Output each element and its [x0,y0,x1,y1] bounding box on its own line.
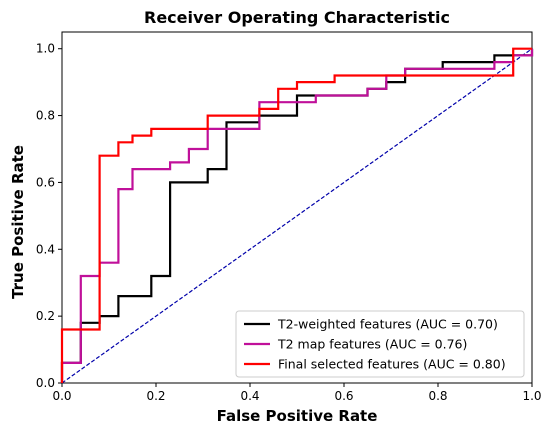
y-axis-label: True Positive Rate [9,145,27,299]
x-axis-label: False Positive Rate [217,407,378,425]
legend-label-3: Final selected features (AUC = 0.80) [278,357,506,372]
x-tick-label: 0.0 [52,389,71,403]
y-tick-label: 0.0 [36,376,55,390]
y-tick-label: 0.2 [36,309,55,323]
series-line-2 [60,48,534,383]
plot-frame [61,31,533,384]
chart-title: Receiver Operating Characteristic [144,8,450,27]
y-tick-label: 0.4 [36,242,55,256]
y-tick-label: 0.6 [36,175,55,189]
y-tick-label: 0.8 [36,109,55,123]
legend-box [235,310,525,378]
y-tick-label: 1.0 [36,42,55,56]
series-line-3 [60,47,532,383]
legend-label-2: T2 map features (AUC = 0.76) [277,337,467,352]
x-tick-label: 0.8 [428,389,447,403]
x-tick-label: 0.2 [146,389,165,403]
x-tick-label: 0.4 [240,389,259,403]
legend: T2-weighted features (AUC = 0.70) T2 map … [235,310,525,378]
x-tick-label: 1.0 [522,389,541,403]
legend-label-1: T2-weighted features (AUC = 0.70) [277,317,498,332]
x-tick-label: 0.6 [334,389,353,403]
plot-area: 0.0 0.2 0.4 0.6 0.8 1.0 0.0 0.2 0.4 0.6 0.8 1.0 [36,31,542,403]
diagonal-reference-line [61,48,533,384]
